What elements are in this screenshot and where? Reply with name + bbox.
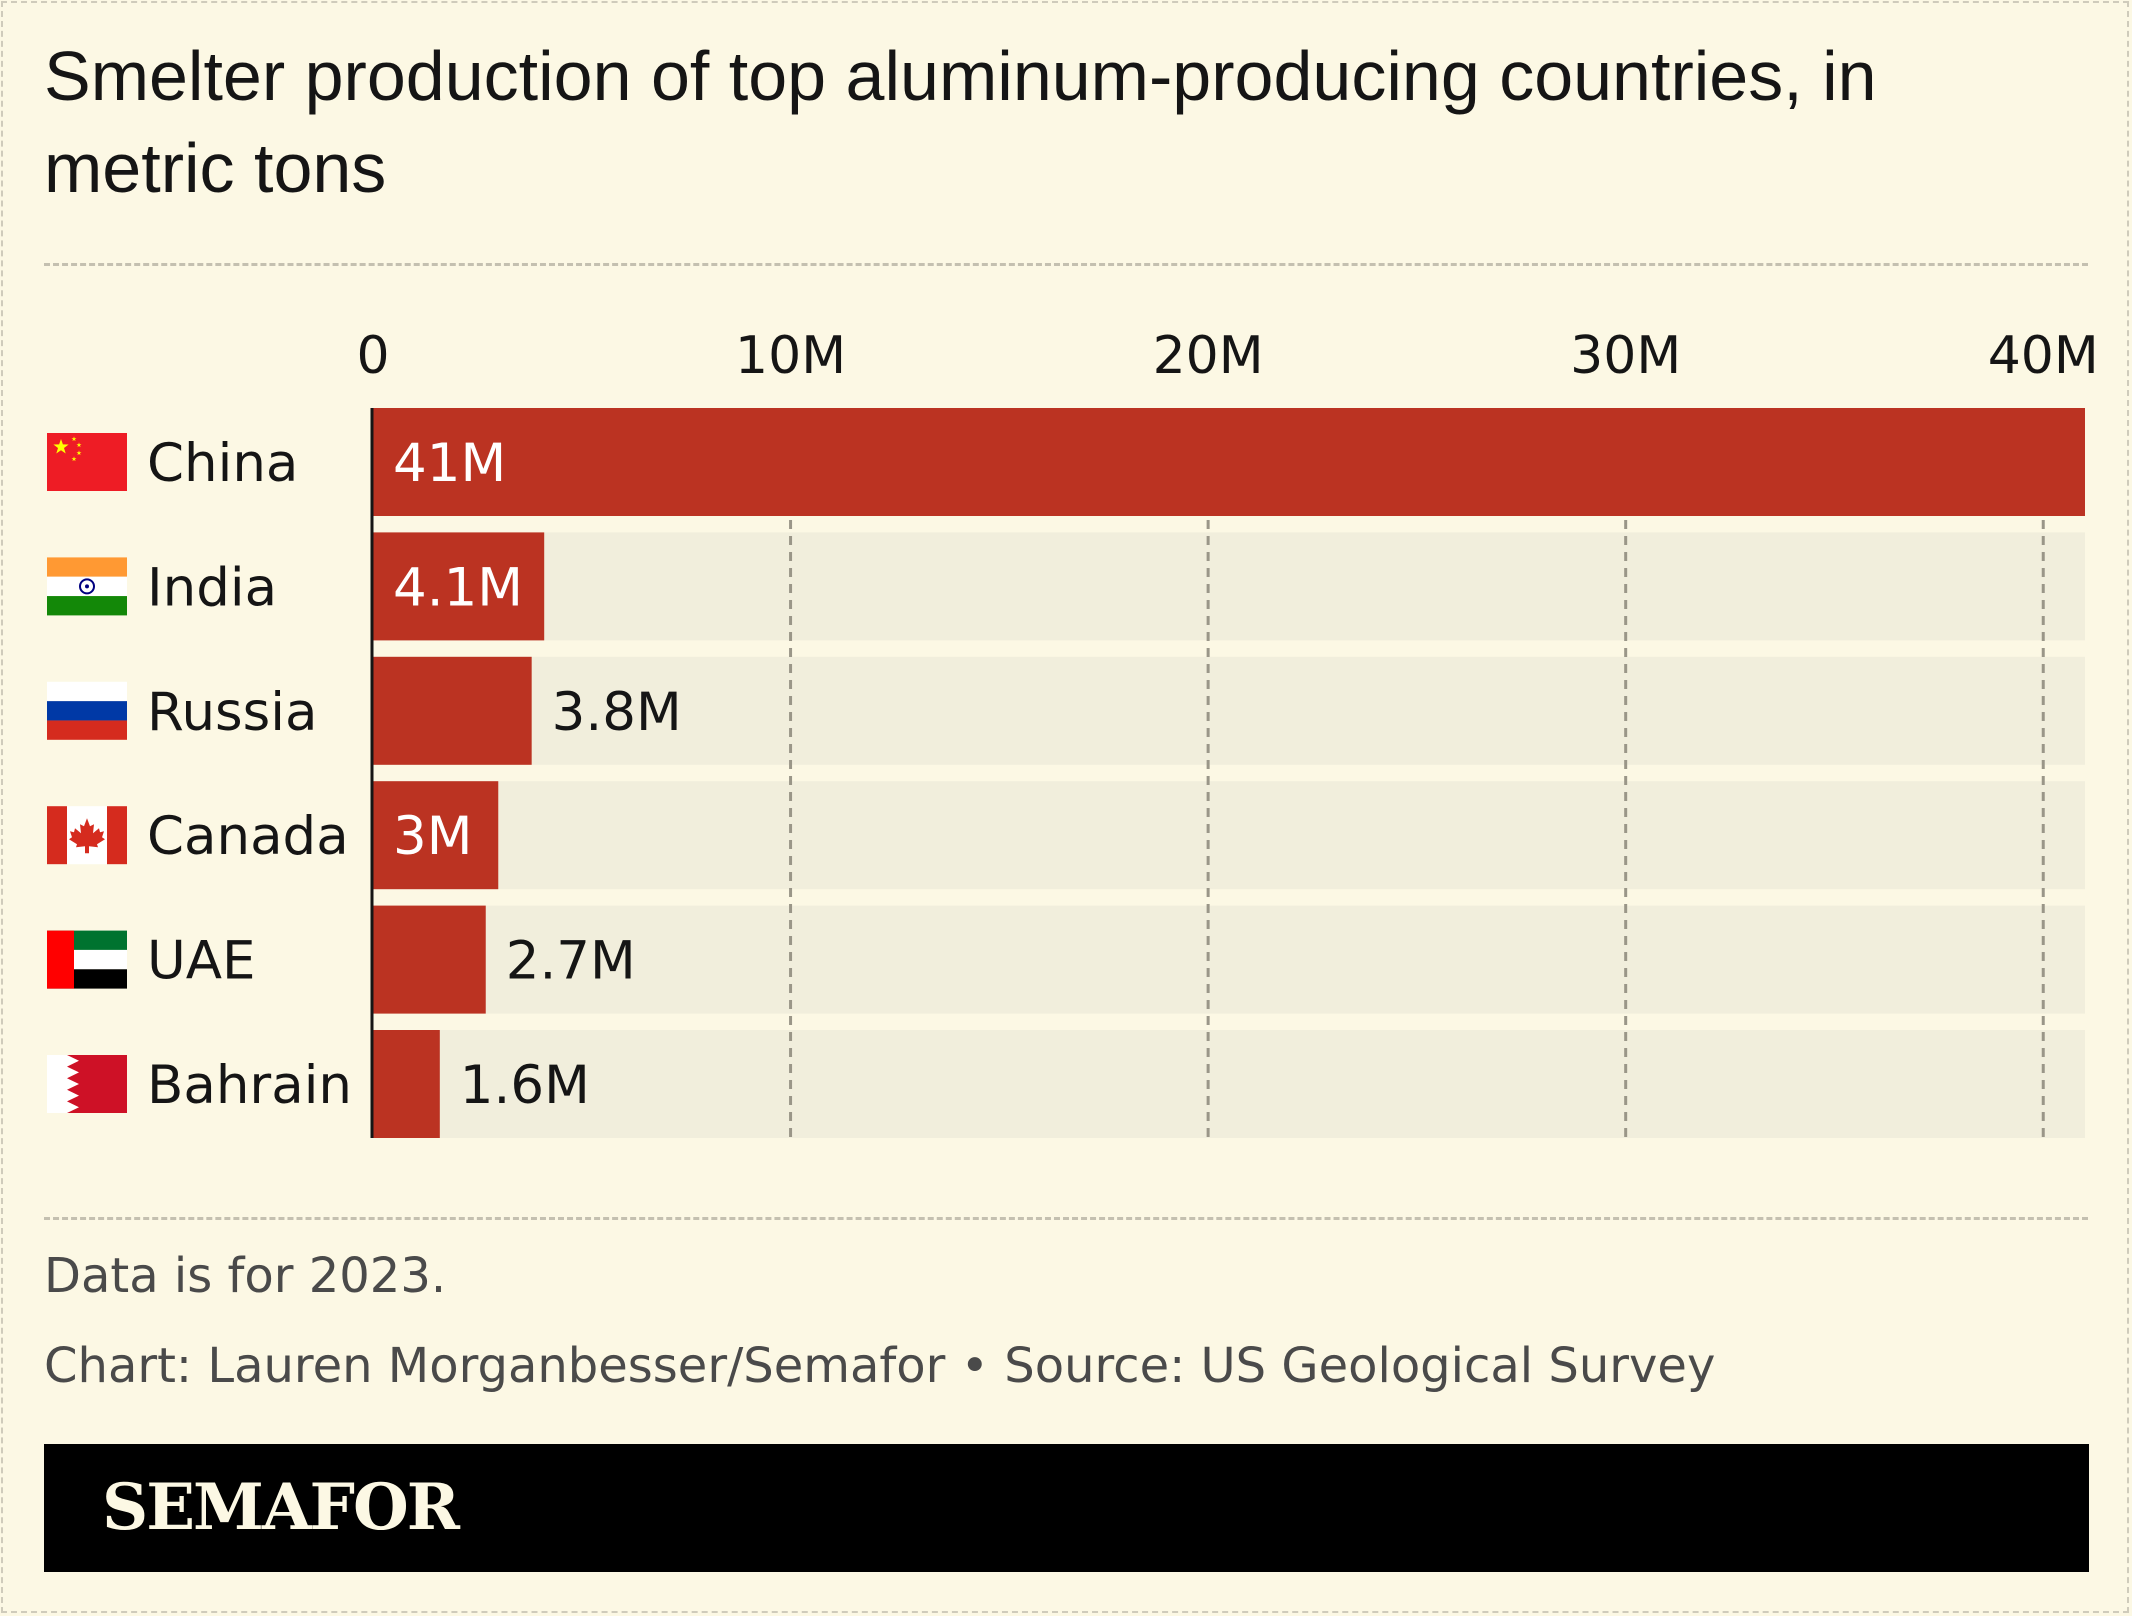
x-tick-label: 10M bbox=[735, 326, 846, 386]
x-tick-label: 30M bbox=[1570, 326, 1681, 386]
bar bbox=[373, 532, 545, 641]
chart-title: Smelter production of top aluminum-produ… bbox=[44, 37, 1877, 207]
chart-note: Data is for 2023. bbox=[44, 1248, 447, 1304]
uae-flag-icon bbox=[47, 930, 127, 989]
category-label: UAE bbox=[147, 931, 256, 992]
bar bbox=[373, 905, 486, 1014]
category-label: China bbox=[147, 433, 298, 494]
bar-track bbox=[373, 1030, 2085, 1138]
bar bbox=[373, 781, 499, 890]
semafor-logo: SEMAFOR bbox=[102, 1470, 460, 1545]
x-tick-label: 20M bbox=[1153, 326, 1264, 386]
bar bbox=[373, 408, 2085, 516]
category-label: Bahrain bbox=[147, 1055, 352, 1116]
bar-track bbox=[373, 781, 2085, 890]
bar-chart: 0 10M 20M 30M 40M 41M China 4.1M India 3.8M Russia… bbox=[47, 326, 2099, 1138]
title-divider bbox=[44, 263, 2088, 266]
bar-track bbox=[373, 656, 2085, 765]
brand-footer: SEMAFOR bbox=[44, 1444, 2089, 1572]
bar-value-label: 1.6M bbox=[460, 1055, 590, 1116]
bar-value-label: 3M bbox=[393, 806, 472, 867]
x-tick-label: 0 bbox=[356, 326, 389, 386]
bar bbox=[373, 1030, 440, 1138]
canada-flag-icon bbox=[47, 806, 127, 865]
india-flag-icon bbox=[47, 557, 127, 616]
category-label: Russia bbox=[147, 682, 317, 743]
footer-divider bbox=[44, 1217, 2088, 1220]
bar bbox=[373, 656, 532, 765]
bar-value-label: 2.7M bbox=[506, 931, 636, 992]
china-flag-icon bbox=[47, 433, 127, 491]
bar-track bbox=[373, 532, 2085, 641]
category-label: India bbox=[147, 557, 277, 618]
bar-value-label: 41M bbox=[393, 433, 506, 494]
category-label: Canada bbox=[147, 806, 349, 867]
bahrain-flag-icon bbox=[47, 1055, 127, 1113]
bar-track bbox=[373, 905, 2085, 1014]
russia-flag-icon bbox=[47, 681, 127, 740]
bar-value-label: 4.1M bbox=[393, 557, 523, 618]
chart-credit: Chart: Lauren Morganbesser/Semafor • Sou… bbox=[44, 1338, 1716, 1394]
bar-value-label: 3.8M bbox=[552, 682, 682, 743]
x-tick-label: 40M bbox=[1988, 326, 2099, 386]
